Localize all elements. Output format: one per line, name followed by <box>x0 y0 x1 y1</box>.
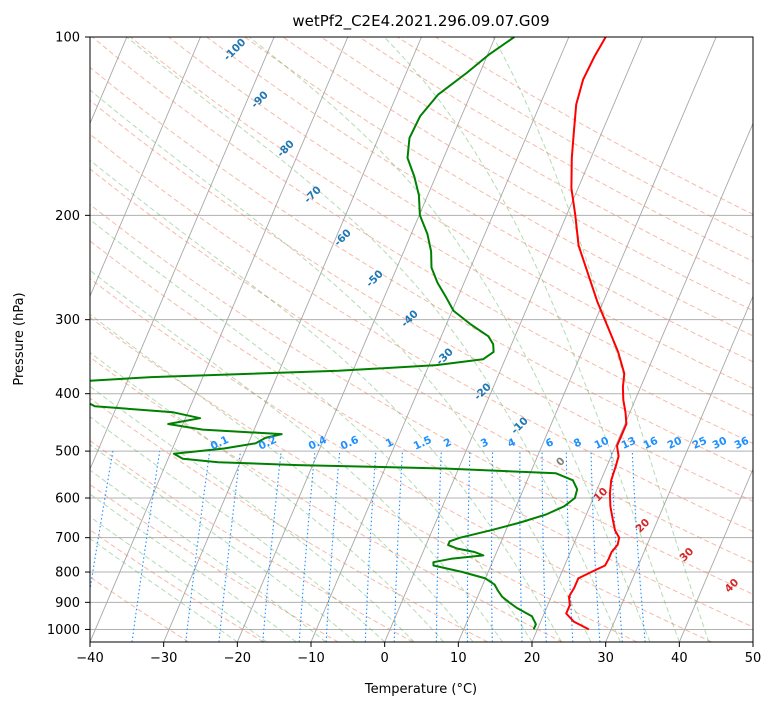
chart-title: wetPf2_C2E4.2021.296.09.07.G09 <box>292 12 549 31</box>
dry-adiabat-line <box>90 66 753 473</box>
isotherm-line <box>163 37 422 642</box>
mixing-ratio-label: 25 <box>691 435 709 452</box>
x-tick-label: 50 <box>745 651 762 666</box>
mixing-ratio-label: 4 <box>506 436 518 450</box>
mixing-ratio-line <box>218 451 242 642</box>
moist-adiabat-line <box>90 416 386 642</box>
dry-adiabat-line <box>90 240 753 628</box>
mixing-ratio-label: 10 <box>593 435 611 452</box>
dry-adiabat-line <box>435 37 753 215</box>
y-tick-label: 1000 <box>47 623 80 638</box>
dry-adiabat-line <box>90 440 414 642</box>
moist-adiabat-line <box>90 351 444 642</box>
temperature-profile-line <box>565 37 628 631</box>
mixing-ratio-label: 6 <box>544 436 556 450</box>
moist-adiabat-line <box>90 516 268 642</box>
isotherm-line <box>236 37 496 642</box>
dry-adiabat-line <box>282 37 753 312</box>
x-tick-label: 30 <box>597 651 614 666</box>
moist-adiabat-line <box>90 537 238 642</box>
x-tick-label: 0 <box>381 651 389 666</box>
x-tick-label: −40 <box>76 651 103 666</box>
x-axis-label: Temperature (°C) <box>364 682 477 697</box>
mixing-ratio-label: 3 <box>479 436 491 450</box>
dry-adiabat-line <box>90 529 264 642</box>
dry-adiabat-line <box>90 483 339 642</box>
dewpoint-profile-line <box>90 37 579 630</box>
isotherm-line <box>531 122 753 642</box>
y-tick-label: 800 <box>55 566 80 581</box>
mixing-ratio-label: 2 <box>442 436 454 450</box>
y-tick-label: 100 <box>55 31 80 46</box>
x-tick-label: −30 <box>150 651 177 666</box>
mixing-ratio-line <box>298 451 316 642</box>
dry-adiabat-line <box>168 37 753 389</box>
dry-adiabat-line <box>359 37 753 262</box>
mixing-ratio-line <box>185 451 211 642</box>
dry-adiabat-line <box>91 37 753 445</box>
mixing-ratio-label: 8 <box>572 436 584 450</box>
mixing-ratio-line <box>90 451 114 594</box>
isotherm-line <box>384 37 643 642</box>
moist-adiabat-line <box>90 159 562 642</box>
moist-adiabat-line <box>90 443 356 642</box>
y-tick-label: 600 <box>55 492 80 507</box>
isotherm-line <box>457 37 717 642</box>
isotherm-line <box>605 295 753 642</box>
moist-adiabat-line <box>90 385 415 642</box>
y-tick-label: 200 <box>55 209 80 224</box>
x-tick-label: 20 <box>524 651 541 666</box>
plot-frame <box>89 36 754 643</box>
y-tick-label: 900 <box>55 596 80 611</box>
dry-adiabat-line <box>90 203 753 595</box>
y-tick-label: 300 <box>55 313 80 328</box>
moist-adiabat-line <box>126 37 621 642</box>
mixing-ratio-label: 16 <box>642 435 660 452</box>
mixing-ratio-label: 1 <box>384 436 396 450</box>
moist-adiabat-line <box>90 269 503 642</box>
moist-adiabat-line <box>90 218 533 642</box>
isotherm-line <box>90 37 201 298</box>
isotherm-line <box>90 37 275 471</box>
moist-adiabat-line <box>383 37 680 642</box>
y-tick-label: 400 <box>55 387 80 402</box>
x-tick-label: 10 <box>450 651 467 666</box>
dry-adiabat-line <box>90 168 753 563</box>
y-tick-label: 700 <box>55 531 80 546</box>
moist-adiabat-line <box>492 37 710 642</box>
mixing-ratio-label: 13 <box>620 435 638 452</box>
moist-adiabat-line <box>90 313 474 642</box>
mixing-ratio-line <box>631 451 646 642</box>
dry-adiabat-line <box>244 37 753 337</box>
x-tick-label: −10 <box>297 651 324 666</box>
dry-adiabat-line <box>206 37 753 363</box>
y-axis-label: Pressure (hPa) <box>12 292 27 385</box>
dry-adiabat-line <box>90 278 712 642</box>
mixing-ratio-line <box>131 451 161 642</box>
moist-adiabat-line <box>90 89 592 642</box>
mixing-ratio-line <box>262 451 282 642</box>
isotherm-line <box>678 467 753 642</box>
dry-adiabat-line <box>90 99 753 502</box>
x-tick-label: 40 <box>671 651 688 666</box>
dry-adiabat-line <box>90 316 638 642</box>
dry-adiabat-line <box>397 37 753 239</box>
mixing-ratio-label: 20 <box>666 435 684 452</box>
y-tick-label: 500 <box>55 445 80 460</box>
isotherm-line <box>90 37 349 642</box>
dry-adiabat-line <box>90 133 753 533</box>
x-tick-label: −20 <box>224 651 251 666</box>
mixing-ratio-label: 36 <box>733 435 751 452</box>
mixing-ratio-label: 30 <box>711 435 729 452</box>
